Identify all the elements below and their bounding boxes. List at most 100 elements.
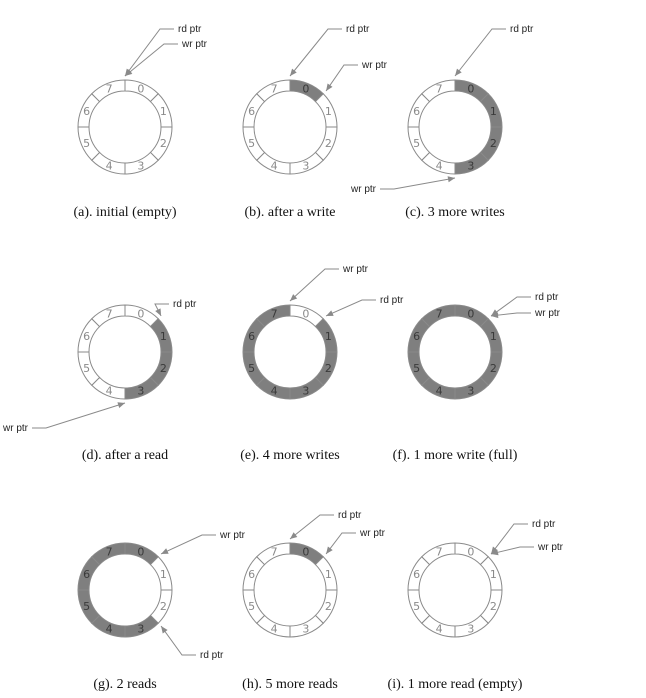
slot-number: 6 bbox=[413, 568, 420, 581]
arrowhead-icon bbox=[161, 626, 168, 634]
panel-caption: (i). 1 more read (empty) bbox=[388, 677, 523, 692]
panel-caption: (a). initial (empty) bbox=[73, 205, 176, 220]
slot-number: 4 bbox=[271, 384, 278, 397]
slot-number: 4 bbox=[106, 622, 113, 635]
slot-number: 1 bbox=[160, 105, 167, 118]
slot-number: 0 bbox=[137, 546, 144, 559]
slot-number: 5 bbox=[83, 600, 90, 613]
rd-ptr-label: rd ptr bbox=[173, 299, 197, 310]
slot-number: 2 bbox=[490, 600, 497, 613]
arrowhead-icon bbox=[326, 546, 333, 554]
slot-number: 7 bbox=[436, 308, 443, 321]
slot-number: 2 bbox=[160, 600, 167, 613]
panel-caption: (b). after a write bbox=[245, 205, 336, 220]
slot-number: 2 bbox=[160, 137, 167, 150]
wr-ptr-label: wr ptr bbox=[534, 308, 561, 319]
pointer-arrow bbox=[325, 299, 376, 317]
slot-number: 3 bbox=[137, 622, 144, 635]
slot-number: 6 bbox=[83, 105, 90, 118]
slot-number: 4 bbox=[271, 622, 278, 635]
slot-number: 3 bbox=[137, 159, 144, 172]
slot-number: 5 bbox=[83, 362, 90, 375]
rd-ptr-label: rd ptr bbox=[532, 519, 556, 530]
slot-number: 0 bbox=[467, 308, 474, 321]
slot-number: 1 bbox=[325, 568, 332, 581]
rd-ptr-label: rd ptr bbox=[510, 24, 534, 35]
pointer-arrow bbox=[490, 546, 534, 555]
slot-number: 7 bbox=[436, 546, 443, 559]
slot-number: 5 bbox=[248, 362, 255, 375]
arrowhead-icon bbox=[455, 68, 462, 76]
buffer-panel-c: 0 1 2 3 4 5 6 7 rd ptr wr ptr (c). 3 more writes bbox=[350, 24, 534, 220]
arrowhead-icon bbox=[161, 548, 169, 554]
rd-ptr-label: rd ptr bbox=[535, 292, 559, 303]
slot-number: 3 bbox=[302, 159, 309, 172]
arrowhead-icon bbox=[290, 294, 298, 301]
slot-number: 1 bbox=[160, 568, 167, 581]
pointer-arrow bbox=[289, 514, 334, 540]
panel-caption: (g). 2 reads bbox=[93, 677, 156, 692]
pointer-arrow bbox=[154, 303, 169, 317]
panel-caption: (c). 3 more writes bbox=[405, 205, 505, 220]
slot-number: 2 bbox=[325, 600, 332, 613]
slot-number: 1 bbox=[490, 105, 497, 118]
arrowhead-icon bbox=[491, 546, 498, 554]
slot-number: 6 bbox=[248, 568, 255, 581]
slot-number: 3 bbox=[137, 384, 144, 397]
panel-caption: (f). 1 more write (full) bbox=[393, 448, 518, 463]
buffer-slot-7 bbox=[421, 304, 456, 328]
slot-number: 7 bbox=[106, 308, 113, 321]
pointer-arrow bbox=[289, 268, 339, 302]
pointer-arrow bbox=[160, 534, 216, 555]
slot-number: 7 bbox=[271, 308, 278, 321]
arrowhead-icon bbox=[117, 402, 125, 408]
slot-number: 3 bbox=[302, 622, 309, 635]
slot-number: 4 bbox=[106, 384, 113, 397]
slot-number: 6 bbox=[248, 105, 255, 118]
buffer-slot-7 bbox=[256, 542, 291, 566]
rd-ptr-label: rd ptr bbox=[178, 24, 202, 35]
slot-number: 0 bbox=[467, 83, 474, 96]
rd-ptr-label: rd ptr bbox=[346, 24, 370, 35]
rd-ptr-label: rd ptr bbox=[338, 510, 362, 521]
slot-number: 4 bbox=[271, 159, 278, 172]
slot-number: 2 bbox=[325, 137, 332, 150]
slot-number: 0 bbox=[137, 83, 144, 96]
pointer-arrow bbox=[124, 43, 178, 77]
slot-number: 2 bbox=[325, 362, 332, 375]
slot-number: 1 bbox=[490, 330, 497, 343]
slot-number: 7 bbox=[271, 546, 278, 559]
buffer-panel-h: 0 1 2 3 4 5 6 7 rd ptr wr ptr (h). 5 more reads bbox=[242, 510, 385, 692]
wr-ptr-label: wr ptr bbox=[359, 528, 386, 539]
buffer-panel-e: 0 1 2 3 4 5 6 7 wr ptr rd ptr (e). 4 more writes bbox=[240, 264, 404, 463]
arrowhead-icon bbox=[447, 176, 455, 183]
slot-number: 7 bbox=[436, 83, 443, 96]
slot-number: 3 bbox=[467, 384, 474, 397]
slot-number: 7 bbox=[106, 83, 113, 96]
slot-number: 5 bbox=[248, 137, 255, 150]
buffer-slot-7 bbox=[256, 304, 291, 328]
wr-ptr-label: wr ptr bbox=[342, 264, 369, 275]
slot-number: 7 bbox=[271, 83, 278, 96]
wr-ptr-label: wr ptr bbox=[181, 39, 208, 50]
slot-number: 2 bbox=[490, 362, 497, 375]
slot-number: 1 bbox=[490, 568, 497, 581]
slot-number: 6 bbox=[248, 330, 255, 343]
wr-ptr-label: wr ptr bbox=[219, 530, 246, 541]
arrowhead-icon bbox=[290, 68, 297, 76]
slot-number: 1 bbox=[325, 330, 332, 343]
slot-number: 4 bbox=[436, 159, 443, 172]
arrowhead-icon bbox=[491, 549, 499, 556]
slot-number: 2 bbox=[490, 137, 497, 150]
slot-number: 5 bbox=[413, 137, 420, 150]
arrowhead-icon bbox=[326, 83, 333, 91]
wr-ptr-label: wr ptr bbox=[350, 184, 377, 195]
arrowhead-icon bbox=[290, 532, 298, 539]
slot-number: 1 bbox=[160, 330, 167, 343]
slot-number: 3 bbox=[467, 159, 474, 172]
slot-number: 5 bbox=[413, 600, 420, 613]
slot-number: 6 bbox=[83, 568, 90, 581]
wr-ptr-label: wr ptr bbox=[361, 60, 388, 71]
buffer-panel-b: 0 1 2 3 4 5 6 7 rd ptr wr ptr (b). after a write bbox=[242, 24, 388, 220]
buffer-panel-d: 0 1 2 3 4 5 6 7 rd ptr wr ptr (d). after a read bbox=[2, 299, 197, 463]
